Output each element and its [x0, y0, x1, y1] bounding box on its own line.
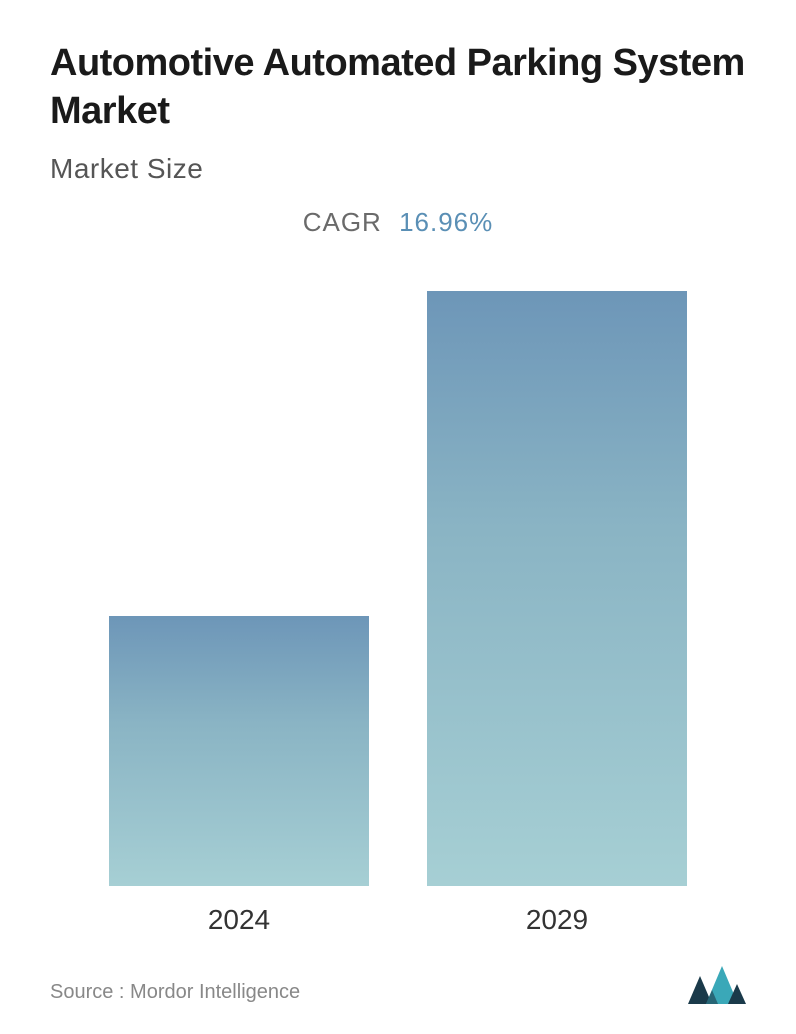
bars-container	[50, 286, 746, 886]
x-axis-labels: 2024 2029	[50, 904, 746, 936]
bar-1	[427, 291, 687, 886]
x-label-1: 2029	[427, 904, 687, 936]
brand-logo-icon	[688, 966, 746, 1004]
bar-group-1	[427, 291, 687, 886]
cagr-label: CAGR	[303, 207, 382, 237]
source-text: Source : Mordor Intelligence	[50, 981, 300, 1004]
bar-0	[109, 616, 369, 886]
chart-subtitle: Market Size	[50, 153, 746, 185]
cagr-value: 16.96%	[399, 207, 493, 237]
chart-title: Automotive Automated Parking System Mark…	[50, 40, 746, 135]
bar-group-0	[109, 616, 369, 886]
footer: Source : Mordor Intelligence	[50, 956, 746, 1004]
x-label-0: 2024	[109, 904, 369, 936]
cagr-row: CAGR 16.96%	[50, 207, 746, 238]
chart-area: 2024 2029	[50, 268, 746, 956]
